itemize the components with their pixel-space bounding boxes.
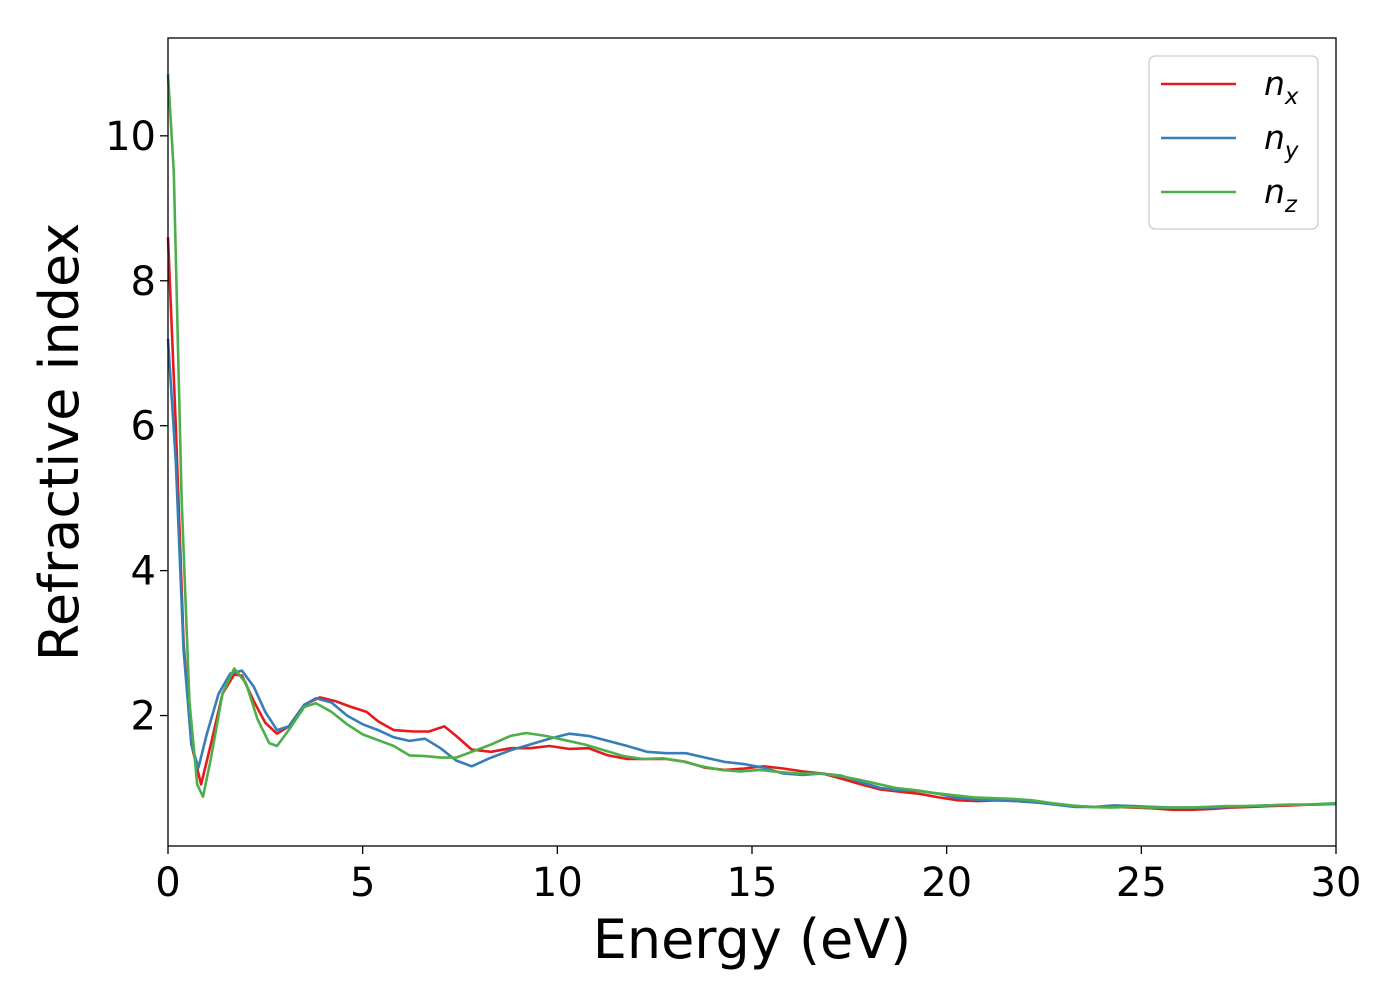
x-tick-label: 15 <box>727 860 778 906</box>
y-tick-label: 10 <box>105 114 156 160</box>
x-tick-label: 30 <box>1311 860 1362 906</box>
y-axis: 2 4 6 8 10 <box>105 114 168 740</box>
x-tick-label: 5 <box>350 860 375 906</box>
legend-label-z: nz <box>1264 172 1298 218</box>
y-tick-label: 2 <box>131 694 156 740</box>
y-tick-label: 8 <box>131 259 156 305</box>
series-line-z <box>166 74 1337 809</box>
x-tick-label: 10 <box>532 860 583 906</box>
x-axis-title: Energy (eV) <box>593 908 912 971</box>
series-layer <box>166 74 1337 812</box>
y-tick-label: 4 <box>131 549 156 595</box>
legend: nx ny nz <box>1148 55 1319 230</box>
y-tick-label: 6 <box>131 404 156 450</box>
legend-label-y: ny <box>1264 118 1299 164</box>
x-axis: 0 5 10 15 20 25 30 <box>155 846 1361 906</box>
x-tick-label: 0 <box>155 860 180 906</box>
series-line-y <box>166 338 1337 809</box>
x-tick-label: 20 <box>921 860 972 906</box>
legend-box <box>1148 55 1319 230</box>
y-axis-title: Refractive index <box>28 223 91 662</box>
x-tick-label: 25 <box>1116 860 1167 906</box>
legend-label-x: nx <box>1264 64 1299 110</box>
